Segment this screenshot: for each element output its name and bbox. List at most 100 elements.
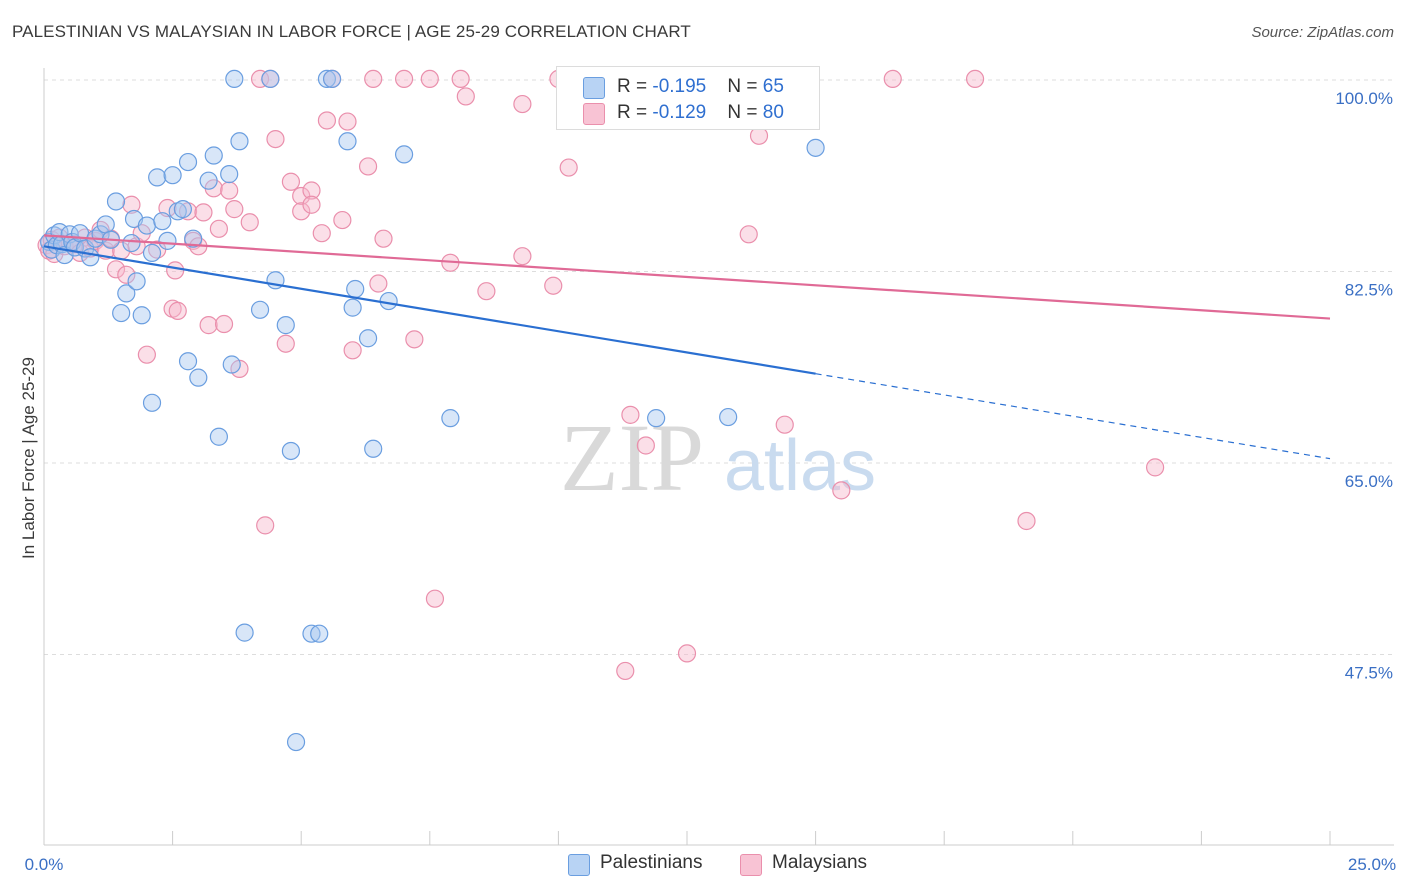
chart-title: PALESTINIAN VS MALAYSIAN IN LABOR FORCE … [12, 22, 691, 41]
palestinian-point [317, 69, 337, 89]
palestinian-point [148, 168, 167, 187]
malaysian-point [364, 69, 383, 89]
malaysian-point [166, 261, 185, 280]
palestinian-point [261, 69, 280, 89]
malaysian-point [559, 158, 578, 177]
palestinian-point [250, 300, 270, 319]
palestinian-point [96, 215, 115, 234]
palestinian-point [310, 624, 329, 643]
y-axis-label: In Labor Force | Age 25-29 [19, 357, 38, 559]
malaysian-point [194, 203, 213, 222]
legend-r-value-1: -0.195 [652, 76, 707, 97]
palestinians-points [40, 69, 825, 752]
y-tick-label: 47.5% [1345, 664, 1393, 683]
malaysian-point [739, 225, 758, 244]
palestinian-point [178, 352, 198, 371]
malaysian-point [312, 224, 331, 243]
malaysian-point [250, 69, 270, 89]
malaysian-point [425, 589, 445, 608]
malaysian-point [394, 69, 414, 89]
palestinian-point [122, 233, 141, 253]
palestinian-point [112, 303, 131, 323]
malaysian-point [369, 274, 388, 293]
malaysian-point [965, 69, 985, 89]
x-tick-label-start: 0.0% [25, 855, 64, 874]
palestinian-point [117, 284, 136, 303]
palestinian-point [379, 291, 398, 311]
watermark-atlas: atlas [724, 426, 876, 506]
malaysian-point [199, 316, 218, 335]
malaysian-point [544, 276, 563, 295]
malaysian-point [775, 415, 794, 434]
malaysian-point [883, 69, 902, 89]
malaysian-point [513, 94, 532, 114]
axes [43, 68, 1394, 846]
palestinians-trend-extension [815, 373, 1331, 460]
palestinian-point [343, 298, 362, 317]
malaysians-label: Malaysians [772, 852, 868, 873]
palestinian-point [338, 132, 357, 151]
palestinian-point [153, 212, 172, 231]
trend-lines [43, 234, 1331, 460]
x-tick-labels: 0.0% 25.0% [25, 855, 1396, 874]
malaysian-point [317, 111, 337, 130]
palestinians-trend-line [43, 245, 816, 375]
legend-n-value-2: 80 [762, 102, 784, 123]
palestinian-point [132, 306, 151, 325]
blue-swatch [583, 77, 605, 99]
watermark-zip: ZIP [560, 404, 704, 511]
malaysian-point [677, 644, 697, 663]
malaysian-point [276, 334, 295, 353]
malaysian-point [513, 247, 532, 266]
malaysian-point [117, 265, 136, 284]
legend-n-label-2: N = [727, 102, 763, 123]
malaysian-point [209, 219, 228, 238]
malaysian-point [477, 282, 496, 301]
palestinian-point [364, 439, 383, 458]
malaysian-point [1146, 458, 1165, 477]
palestinian-point [127, 272, 146, 291]
pink-swatch [583, 103, 605, 125]
y-tick-label: 82.5% [1345, 281, 1393, 300]
palestinian-point [647, 409, 666, 428]
palestinians-label: Palestinians [600, 852, 703, 873]
watermark: ZIP atlas [560, 404, 876, 511]
malaysian-point [302, 195, 321, 214]
legend-r-label-2: R = [617, 102, 653, 123]
malaysian-point [240, 213, 259, 232]
palestinian-point [222, 355, 241, 374]
palestinian-point [225, 69, 244, 89]
y-tick-label: 65.0% [1345, 472, 1393, 491]
malaysian-point [256, 516, 275, 535]
malaysians-trend-line [43, 234, 1331, 320]
palestinian-point [276, 316, 295, 335]
malaysian-point [106, 260, 126, 279]
palestinian-point [209, 427, 228, 446]
palestinian-point [235, 623, 254, 642]
malaysian-point [621, 405, 640, 424]
palestinian-point [441, 409, 460, 428]
palestinian-point [394, 145, 414, 164]
malaysian-point [292, 202, 311, 221]
malaysian-point [405, 330, 424, 349]
palestinian-point [358, 329, 378, 348]
palestinian-point [158, 231, 177, 250]
y-tick-label: 100.0% [1335, 89, 1393, 108]
malaysian-point [333, 210, 352, 230]
legend-n-value-1: 65 [762, 76, 784, 97]
palestinian-point [163, 166, 182, 185]
palestinian-point [142, 393, 162, 412]
palestinian-point [178, 152, 198, 172]
malaysian-point [358, 157, 378, 176]
malaysian-point [281, 172, 301, 191]
palestinian-point [322, 69, 342, 89]
malaysian-point [343, 341, 362, 360]
y-tick-labels: 100.0% 82.5% 65.0% 47.5% [1335, 89, 1393, 683]
legend-r-value-2: -0.129 [652, 102, 707, 123]
malaysian-point [338, 112, 357, 131]
palestinian-point [184, 229, 203, 248]
legend-n-label-1: N = [727, 76, 763, 97]
malaysian-point [832, 481, 851, 500]
palestinian-point [281, 441, 301, 461]
